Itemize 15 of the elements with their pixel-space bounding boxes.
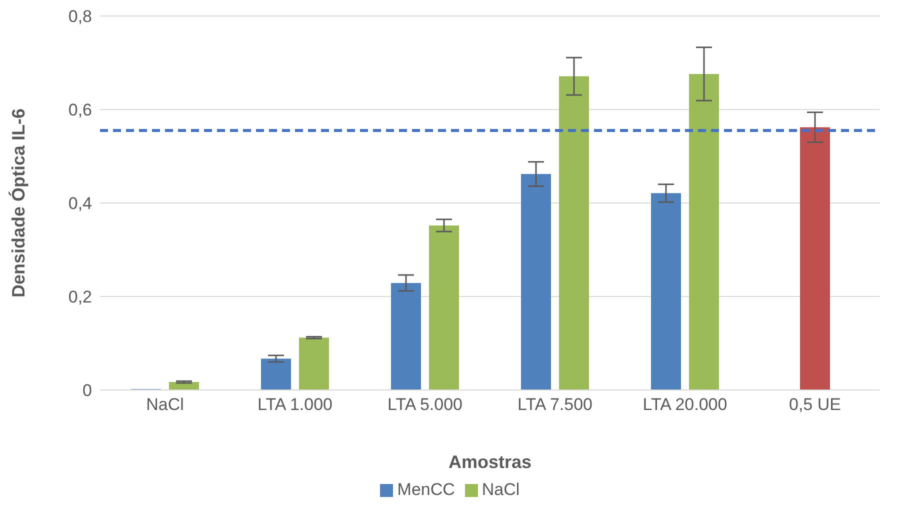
y-tick-label: 0,4 xyxy=(68,194,92,214)
x-tick-label: LTA 20.000 xyxy=(642,395,728,414)
y-tick-label: 0,2 xyxy=(68,288,92,307)
y-tick-label: 0,8 xyxy=(68,7,92,26)
x-tick-label: LTA 5.000 xyxy=(388,395,462,414)
x-tick-label: 0,5 UE xyxy=(789,395,841,414)
y-tick-label: 0,6 xyxy=(68,100,92,120)
x-tick-label: NaCl xyxy=(146,395,184,414)
y-tick-label: 0 xyxy=(82,381,92,400)
y-axis-title: Densidade Óptica IL-6 xyxy=(8,108,28,298)
legend-label: MenCC xyxy=(397,480,455,499)
x-axis-title: Amostras xyxy=(448,452,532,472)
legend-label: NaCl xyxy=(482,480,520,499)
x-tick-label: LTA 1.000 xyxy=(258,395,332,414)
x-tick-label: LTA 7.500 xyxy=(518,395,592,414)
